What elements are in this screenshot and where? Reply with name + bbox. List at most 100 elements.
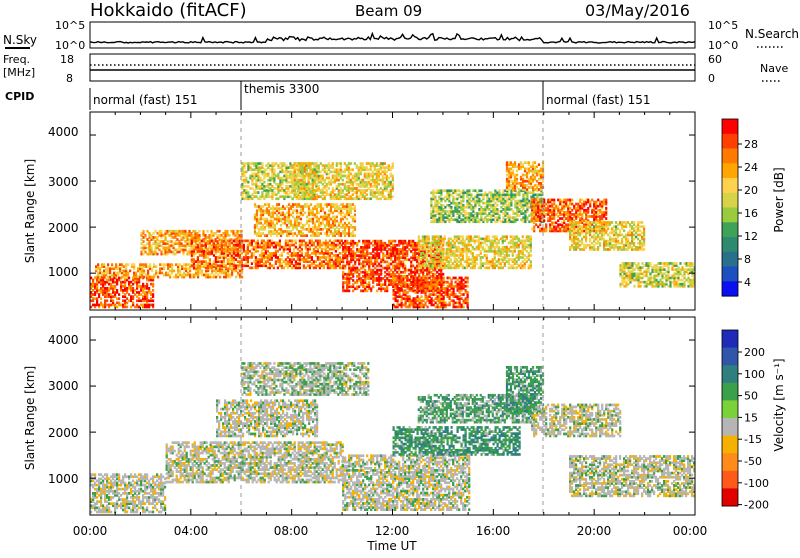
power-cell <box>223 248 225 251</box>
power-cell <box>394 240 396 243</box>
power-cell <box>337 248 339 251</box>
power-cell <box>380 162 382 165</box>
power-cell <box>352 203 354 206</box>
power-cell <box>223 240 225 243</box>
power-cell <box>358 269 360 272</box>
power-cell <box>176 230 178 233</box>
power-cell <box>280 207 282 210</box>
power-cell <box>352 273 354 276</box>
power-cell <box>111 274 113 277</box>
power-cell <box>216 234 218 237</box>
power-cell <box>338 205 340 208</box>
power-cell <box>455 302 457 305</box>
power-cell <box>267 173 269 176</box>
power-cell <box>407 277 409 280</box>
power-cell <box>440 235 442 238</box>
power-cell <box>297 252 299 255</box>
power-cell <box>484 267 486 270</box>
power-cell <box>165 263 167 266</box>
power-cell <box>476 254 478 257</box>
power-cell <box>342 195 344 198</box>
power-cell <box>318 232 320 235</box>
power-cell <box>320 232 322 235</box>
power-cell <box>199 260 201 263</box>
power-cell <box>207 242 209 245</box>
power-cell <box>434 258 436 261</box>
power-cell <box>463 306 465 309</box>
power-cell <box>444 252 446 255</box>
power-cell <box>386 244 388 247</box>
power-cell <box>306 220 308 223</box>
power-cell <box>267 267 269 270</box>
power-cell <box>352 240 354 243</box>
power-cell <box>161 267 163 270</box>
power-cell <box>350 162 352 165</box>
power-cell <box>207 274 209 277</box>
power-cell <box>311 262 313 265</box>
power-cell <box>380 187 382 190</box>
power-cell <box>331 252 333 255</box>
power-cell <box>275 187 277 190</box>
power-cell <box>121 276 123 279</box>
power-cell <box>275 242 277 245</box>
power-cell <box>312 226 314 229</box>
power-cell <box>306 228 308 231</box>
power-cell <box>352 290 354 293</box>
power-cell <box>95 265 97 268</box>
power-cell <box>384 177 386 180</box>
power-cell <box>336 203 338 206</box>
power-cell <box>253 173 255 176</box>
power-cell <box>458 260 460 263</box>
power-cell <box>329 240 331 243</box>
power-cell <box>171 263 173 266</box>
power-cell <box>317 240 319 243</box>
power-cell <box>428 235 430 238</box>
power-cell <box>235 264 237 267</box>
power-cell <box>167 263 169 266</box>
power-cell <box>287 256 289 259</box>
power-cell <box>340 162 342 165</box>
power-cell <box>142 240 144 243</box>
power-cell <box>364 285 366 288</box>
power-cell <box>356 248 358 251</box>
power-cell <box>457 279 459 282</box>
power-cell <box>176 238 178 241</box>
power-cell <box>122 289 124 292</box>
power-cell <box>396 271 398 274</box>
power-cell <box>310 209 312 212</box>
power-cell <box>324 195 326 198</box>
power-cell <box>376 240 378 243</box>
power-cell <box>366 258 368 261</box>
noise-left-label: N.Sky <box>3 33 37 47</box>
power-cell <box>198 234 200 237</box>
power-cell <box>498 258 500 261</box>
power-cell <box>405 291 407 294</box>
power-cell <box>344 205 346 208</box>
power-cell <box>180 236 182 239</box>
power-cell <box>138 285 140 288</box>
power-cell <box>500 258 502 261</box>
power-cell <box>243 264 245 267</box>
power-cell <box>420 244 422 247</box>
power-cell <box>442 267 444 270</box>
power-cell <box>322 187 324 190</box>
power-cell <box>412 252 414 255</box>
power-cell <box>401 295 403 298</box>
power-cell <box>314 168 316 171</box>
power-cell <box>360 162 362 165</box>
power-cell <box>360 290 362 293</box>
power-cell <box>312 179 314 182</box>
power-cell <box>342 212 344 215</box>
power-cell <box>278 207 280 210</box>
power-cell <box>172 230 174 233</box>
power-cell <box>329 248 331 251</box>
power-cell <box>114 291 116 294</box>
power-cell <box>296 193 298 196</box>
power-cell <box>249 240 251 243</box>
power-cell <box>243 256 245 259</box>
power-cell <box>459 281 461 284</box>
power-cell <box>173 270 175 273</box>
power-cell <box>346 246 348 249</box>
power-cell <box>414 267 416 270</box>
power-cell <box>251 193 253 196</box>
